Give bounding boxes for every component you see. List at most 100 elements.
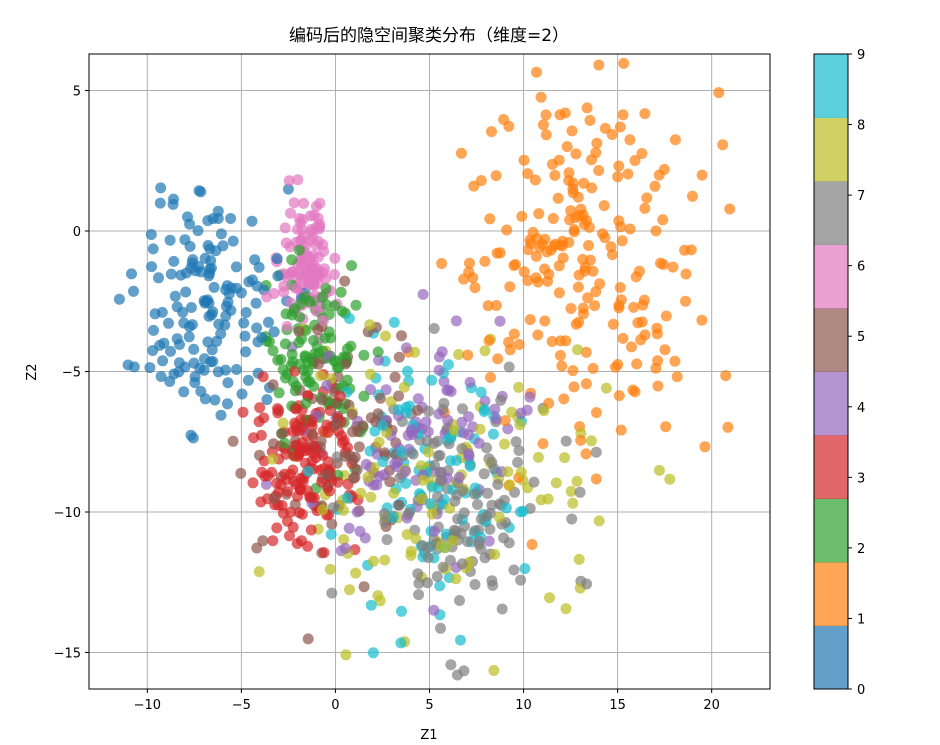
- scatter-point: [155, 371, 167, 382]
- scatter-point: [302, 633, 314, 645]
- scatter-point: [574, 486, 586, 498]
- scatter-point: [579, 265, 591, 277]
- scatter-point: [536, 238, 548, 250]
- scatter-point: [202, 294, 214, 306]
- scatter-point: [248, 432, 260, 444]
- scatter-point: [577, 253, 589, 265]
- scatter-point: [533, 208, 545, 220]
- scatter-point: [463, 450, 475, 462]
- scatter-point: [365, 368, 376, 380]
- scatter-point: [407, 448, 419, 460]
- scatter-point: [304, 491, 316, 502]
- scatter-point: [393, 499, 405, 511]
- scatter-point: [231, 364, 242, 375]
- scatter-point: [696, 169, 708, 181]
- scatter-point: [280, 237, 292, 249]
- scatter-point: [374, 471, 386, 483]
- y-axis-label: Z2: [25, 363, 40, 380]
- scatter-point: [199, 252, 211, 264]
- scatter-point: [400, 342, 412, 354]
- scatter-point: [547, 213, 559, 224]
- scatter-point: [580, 378, 592, 390]
- scatter-point: [294, 482, 306, 494]
- scatter-point: [279, 437, 290, 449]
- colorbar-segment: [814, 625, 848, 690]
- scatter-point: [462, 536, 474, 548]
- x-tick-label: −10: [134, 698, 161, 713]
- scatter-point: [285, 207, 296, 219]
- scatter-point: [515, 466, 527, 478]
- scatter-point: [453, 349, 465, 360]
- scatter-point: [236, 388, 248, 400]
- scatter-point: [238, 317, 250, 329]
- scatter-point: [453, 471, 465, 483]
- scatter-point: [257, 535, 269, 547]
- scatter-point: [478, 406, 490, 417]
- scatter-point: [679, 244, 691, 256]
- scatter-point: [489, 403, 501, 415]
- scatter-point: [566, 513, 578, 525]
- scatter-point: [367, 647, 379, 659]
- scatter-point: [220, 310, 232, 322]
- scatter-point: [498, 532, 510, 544]
- scatter-point: [657, 214, 669, 226]
- scatter-point: [421, 577, 433, 589]
- scatter-point: [128, 361, 140, 373]
- scatter-point: [493, 511, 505, 523]
- colorbar-tick-label: 6: [857, 260, 865, 275]
- scatter-point: [350, 567, 362, 579]
- scatter-point: [432, 491, 443, 503]
- scatter-point: [388, 487, 400, 499]
- scatter-point: [627, 384, 639, 396]
- scatter-point: [530, 250, 542, 262]
- scatter-point: [316, 394, 328, 406]
- scatter-point: [379, 447, 390, 459]
- scatter-point: [358, 390, 370, 402]
- scatter-point: [409, 346, 421, 358]
- scatter-point: [659, 344, 671, 356]
- scatter-point: [157, 355, 169, 367]
- scatter-point: [153, 272, 164, 284]
- scatter-point: [377, 420, 389, 432]
- scatter-point: [499, 415, 511, 427]
- y-tick-label: 0: [73, 225, 81, 240]
- scatter-point: [404, 507, 415, 519]
- scatter-point: [593, 515, 605, 527]
- scatter-point: [581, 102, 593, 114]
- scatter-point: [553, 287, 565, 299]
- scatter-point: [302, 465, 314, 477]
- scatter-point: [486, 126, 497, 138]
- scatter-point: [572, 344, 584, 356]
- scatter-point: [578, 177, 590, 189]
- scatter-point: [622, 168, 634, 180]
- scatter-point: [510, 436, 522, 448]
- scatter-point: [613, 302, 625, 314]
- scatter-point: [680, 268, 692, 280]
- colorbar: 0 1 2 3 4 5 6 7 8 9: [813, 48, 865, 698]
- scatter-point: [268, 492, 280, 504]
- scatter-point: [324, 485, 336, 497]
- scatter-point: [422, 405, 434, 417]
- scatter-point: [428, 604, 440, 616]
- scatter-point: [524, 314, 536, 326]
- scatter-point: [308, 279, 320, 291]
- scatter-point: [379, 516, 391, 528]
- colorbar-segment: [814, 562, 848, 626]
- scatter-point: [581, 578, 593, 590]
- scatter-point: [454, 595, 465, 606]
- scatter-point: [552, 192, 564, 204]
- scatter-point: [451, 0, 462, 11]
- scatter-point: [435, 622, 446, 634]
- scatter-point: [413, 589, 425, 601]
- scatter-point: [488, 665, 500, 676]
- scatter-point: [539, 315, 551, 327]
- scatter-point: [369, 425, 381, 437]
- scatter-point: [774, 237, 785, 248]
- scatter-point: [339, 275, 351, 287]
- scatter-point: [282, 485, 294, 497]
- colorbar-frame: [813, 53, 849, 690]
- scatter-point: [300, 371, 312, 383]
- scatter-point: [639, 202, 651, 214]
- scatter-point: [570, 212, 582, 224]
- scatter-point: [387, 512, 399, 523]
